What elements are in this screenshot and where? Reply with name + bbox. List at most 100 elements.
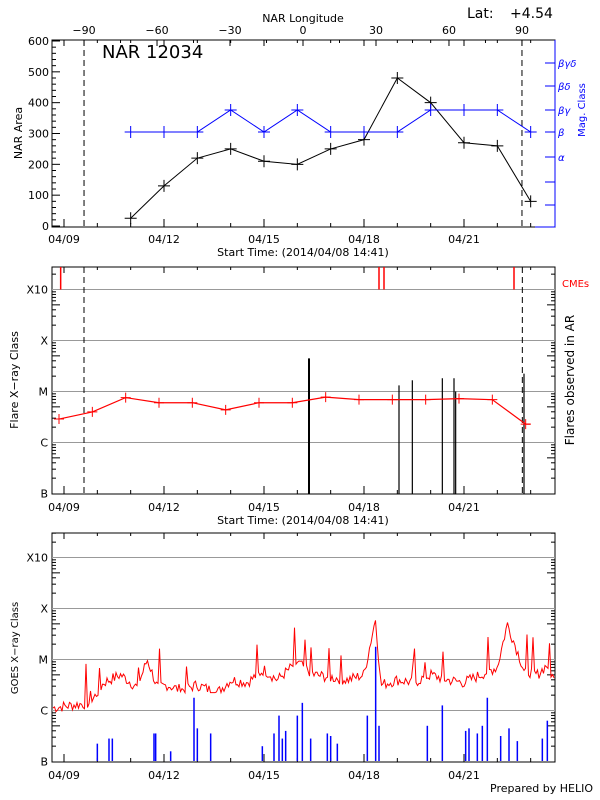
flare-background-line	[58, 396, 531, 425]
y-tick-label: 100	[28, 189, 49, 202]
flare-background-point	[520, 419, 531, 430]
panel-3-frame	[51, 532, 556, 763]
x-axis-label-2: Start Time: (2014/04/08 14:41)	[217, 514, 389, 527]
nar-area-point	[524, 195, 537, 208]
mag-class-point	[491, 104, 504, 116]
top-tick-label: 30	[369, 24, 383, 37]
x-tick-label: 04/12	[148, 233, 180, 246]
nar-area-point	[124, 212, 137, 225]
x-tick-label: 04/09	[48, 501, 80, 514]
flare-background-point	[287, 397, 298, 408]
flare-background-point	[420, 394, 431, 405]
flare-background-point	[187, 397, 198, 408]
mag-class-point	[224, 104, 237, 116]
x-tick-label: 04/21	[448, 769, 480, 782]
panel-1-frame	[51, 39, 556, 228]
lat-label: Lat:	[467, 6, 494, 22]
nar-area-point	[391, 72, 404, 84]
flare-background-point	[454, 393, 464, 404]
nar-area-point	[324, 142, 337, 155]
mag-class-tick-label: βδ	[557, 82, 571, 93]
y-tick-label: 200	[28, 158, 49, 171]
flare-background-point	[354, 394, 364, 405]
flare-class-panel: Flare X−ray Class Flares observed in AR …	[8, 279, 589, 527]
top-tick-label: −90	[72, 24, 95, 37]
x-tick-label: 04/15	[248, 233, 280, 246]
mag-class-tick-label: β	[557, 128, 565, 139]
nar-area-point	[491, 139, 504, 152]
y-axis-label-nar-area: NAR Area	[12, 107, 25, 159]
x-tick-label: 04/09	[48, 233, 80, 246]
x-tick-label: 04/18	[348, 769, 380, 782]
goes-xray-panel: GOES X−ray Class	[10, 602, 21, 694]
mag-class-tick-label: βγδ	[557, 59, 576, 70]
goes-long-channel-line	[52, 620, 555, 713]
x-tick-label: 04/15	[248, 501, 280, 514]
x-tick-label: 04/21	[448, 233, 480, 246]
nar-area-panel: NAR Longitude Lat: +4.54 NAR 12034 NAR A…	[12, 6, 588, 259]
y-axis-label-flare-class: Flare X−ray Class	[8, 331, 21, 429]
x-tick-label: 04/12	[148, 501, 180, 514]
nar-area-point	[258, 155, 270, 168]
cme-label: CMEs	[562, 279, 589, 290]
flare-background-point	[54, 414, 64, 425]
top-axis-label: NAR Longitude	[262, 12, 344, 25]
flare-background-point	[254, 397, 264, 408]
footer-credit: Prepared by HELIO	[490, 782, 593, 795]
panel-2-frame	[51, 266, 556, 495]
flare-background-point	[220, 404, 231, 415]
mag-class-point	[158, 126, 170, 138]
mag-class-point	[424, 104, 437, 116]
mag-class-point	[291, 104, 304, 116]
y-tick-label: 300	[28, 128, 49, 141]
chart-marks: 0 100 200 300 400 500 600 −90 −60 −30 0 30 60 90 04/09…	[26, 24, 576, 782]
class-tick-label: B	[40, 756, 48, 769]
top-tick-label: −30	[218, 24, 241, 37]
class-tick-label: X10	[26, 552, 48, 565]
top-tick-label: 90	[515, 24, 529, 37]
y-tick-label: 400	[28, 97, 49, 110]
y-axis-label-goes: GOES X−ray Class	[10, 602, 21, 694]
y-tick-label: 0	[42, 220, 49, 233]
class-tick-label: C	[40, 437, 48, 450]
top-tick-label: 60	[442, 24, 456, 37]
mag-class-point	[191, 126, 204, 138]
mag-class-point	[258, 126, 270, 138]
nar-area-point	[158, 179, 170, 192]
top-tick-label: −60	[145, 24, 168, 37]
mag-class-point	[124, 126, 137, 138]
mag-class-tick-label: α	[558, 153, 565, 164]
mag-class-point	[324, 126, 337, 138]
nar-area-point	[458, 136, 470, 149]
x-tick-label: 04/15	[248, 769, 280, 782]
y-tick-label: 600	[28, 35, 49, 48]
mag-class-tick-label: βγ	[557, 106, 571, 117]
region-title: NAR 12034	[102, 42, 203, 63]
class-tick-label: M	[39, 386, 49, 399]
nar-area-point	[191, 152, 204, 165]
flare-background-point	[487, 394, 498, 405]
class-tick-label: X	[40, 335, 48, 348]
y-axis-label-mag-class: Mag. Class	[577, 83, 588, 137]
flare-background-point	[154, 397, 164, 408]
x-tick-label: 04/18	[348, 501, 380, 514]
class-tick-label: B	[40, 488, 48, 501]
class-tick-label: X	[40, 603, 48, 616]
x-tick-label: 04/12	[148, 769, 180, 782]
nar-area-point	[291, 158, 304, 171]
x-tick-label: 04/18	[348, 233, 380, 246]
flare-background-point	[120, 392, 131, 403]
class-tick-label: X10	[26, 284, 48, 297]
class-tick-label: C	[40, 705, 48, 718]
x-tick-label: 04/21	[448, 501, 480, 514]
y-axis-label-flares-observed: Flares observed in AR	[563, 315, 577, 445]
x-tick-label: 04/09	[48, 769, 80, 782]
mag-class-point	[524, 126, 537, 138]
lat-value: +4.54	[510, 6, 553, 22]
y-tick-label: 500	[28, 66, 49, 79]
x-axis-label-1: Start Time: (2014/04/08 14:41)	[217, 246, 389, 259]
mag-class-point	[358, 126, 370, 138]
top-tick-label: 0	[300, 24, 307, 37]
mag-class-point	[458, 104, 470, 116]
